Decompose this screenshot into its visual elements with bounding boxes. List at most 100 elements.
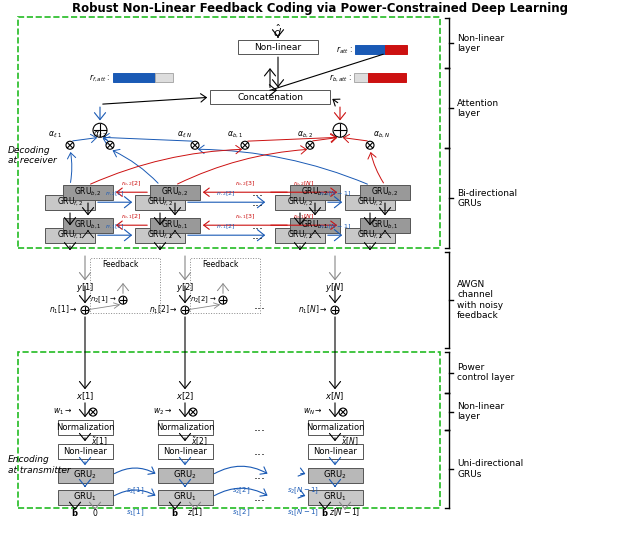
Text: $s_2[2]$: $s_2[2]$ xyxy=(232,486,250,496)
Text: $\mathbf{b}$: $\mathbf{b}$ xyxy=(171,507,179,518)
Text: $s_1[N-1]$: $s_1[N-1]$ xyxy=(287,508,319,518)
Text: GRU$_{f,2}$: GRU$_{f,2}$ xyxy=(287,196,313,209)
Text: ...: ... xyxy=(254,299,266,311)
Text: $r_{b,2}[N]$: $r_{b,2}[N]$ xyxy=(293,180,315,188)
Text: $z[N-1]$: $z[N-1]$ xyxy=(330,506,360,518)
Bar xyxy=(135,195,185,210)
Text: $\alpha_{f,1}$: $\alpha_{f,1}$ xyxy=(48,130,62,140)
Text: $\tilde{x}[2]$: $\tilde{x}[2]$ xyxy=(191,436,208,448)
Text: ...: ... xyxy=(252,196,264,209)
Text: $r_{b,2}[2]$: $r_{b,2}[2]$ xyxy=(120,180,141,188)
Text: $n_1[1]$$\rightarrow$: $n_1[1]$$\rightarrow$ xyxy=(49,304,77,316)
Text: GRU$_{b,1}$: GRU$_{b,1}$ xyxy=(301,219,329,232)
Bar xyxy=(58,468,113,483)
Text: $r_{att}$ :: $r_{att}$ : xyxy=(336,44,353,56)
Text: $s_1[2]$: $s_1[2]$ xyxy=(232,508,250,518)
Bar xyxy=(290,218,340,233)
Text: $s_1[1]$: $s_1[1]$ xyxy=(126,508,144,518)
Bar xyxy=(90,258,160,313)
Text: Decoding
at receiver: Decoding at receiver xyxy=(8,146,57,165)
Bar xyxy=(238,40,318,54)
Text: $x[N]$: $x[N]$ xyxy=(325,390,344,402)
Bar xyxy=(158,444,213,459)
Text: $y[2]$: $y[2]$ xyxy=(176,281,194,294)
Text: Non-linear: Non-linear xyxy=(255,43,301,52)
Bar xyxy=(58,490,113,505)
Bar xyxy=(155,73,173,83)
Text: $n_1[N]$$\rightarrow$: $n_1[N]$$\rightarrow$ xyxy=(298,304,328,316)
Text: Normalization: Normalization xyxy=(306,422,364,431)
Text: ...: ... xyxy=(254,444,266,458)
Text: GRU$_2$: GRU$_2$ xyxy=(323,469,347,481)
Text: $w_N$$\rightarrow$: $w_N$$\rightarrow$ xyxy=(303,407,323,418)
Text: GRU$_{f,1}$: GRU$_{f,1}$ xyxy=(287,229,313,241)
Text: Power
control layer: Power control layer xyxy=(457,363,515,382)
Text: $r_{f,2}[N-1]$: $r_{f,2}[N-1]$ xyxy=(319,190,351,198)
Text: Encoding
at transmitter: Encoding at transmitter xyxy=(8,456,70,475)
Bar xyxy=(158,490,213,505)
Text: GRU$_{f,2}$: GRU$_{f,2}$ xyxy=(357,196,383,209)
Text: ...: ... xyxy=(252,185,264,199)
Text: Non-linear: Non-linear xyxy=(313,446,357,456)
Text: GRU$_{f,1}$: GRU$_{f,1}$ xyxy=(357,229,383,241)
Text: $\alpha_{b,2}$: $\alpha_{b,2}$ xyxy=(297,130,313,140)
Bar xyxy=(368,73,406,83)
Text: Non-linear
layer: Non-linear layer xyxy=(457,402,504,421)
Bar xyxy=(290,185,340,200)
Bar xyxy=(275,228,325,243)
Text: ...: ... xyxy=(254,421,266,434)
Text: GRU$_{b,1}$: GRU$_{b,1}$ xyxy=(161,219,189,232)
Text: GRU$_{b,2}$: GRU$_{b,2}$ xyxy=(301,186,329,198)
Bar xyxy=(308,420,363,435)
Bar xyxy=(150,218,200,233)
Bar xyxy=(345,195,395,210)
Text: ...: ... xyxy=(254,490,266,503)
Text: $y[N]$: $y[N]$ xyxy=(325,281,344,294)
Text: Non-linear: Non-linear xyxy=(63,446,107,456)
Text: Non-linear
layer: Non-linear layer xyxy=(457,34,504,53)
Text: GRU$_2$: GRU$_2$ xyxy=(173,469,197,481)
Bar xyxy=(190,258,260,313)
Text: GRU$_{b,1}$: GRU$_{b,1}$ xyxy=(74,219,102,232)
Bar xyxy=(345,228,395,243)
Text: Non-linear: Non-linear xyxy=(163,446,207,456)
Text: Uni-directional
GRUs: Uni-directional GRUs xyxy=(457,459,524,479)
Text: $z[1]$: $z[1]$ xyxy=(187,506,203,518)
Text: $n_2[1]$$\rightarrow$: $n_2[1]$$\rightarrow$ xyxy=(90,295,116,306)
Text: $\alpha_{b,N}$: $\alpha_{b,N}$ xyxy=(374,130,390,140)
Text: GRU$_1$: GRU$_1$ xyxy=(73,491,97,503)
Text: $s_2[1]$: $s_2[1]$ xyxy=(126,486,144,496)
Bar xyxy=(58,444,113,459)
Text: GRU$_1$: GRU$_1$ xyxy=(323,491,347,503)
Text: $r_{b,1}[2]$: $r_{b,1}[2]$ xyxy=(120,213,141,221)
Text: GRU$_{f,1}$: GRU$_{f,1}$ xyxy=(147,229,173,241)
Text: Feedback: Feedback xyxy=(202,259,238,269)
Text: Concatenation: Concatenation xyxy=(237,93,303,102)
Text: GRU$_{b,1}$: GRU$_{b,1}$ xyxy=(371,219,399,232)
Text: ...: ... xyxy=(254,468,266,481)
Bar xyxy=(135,228,185,243)
Text: $r_{b,1}[3]$: $r_{b,1}[3]$ xyxy=(234,213,255,221)
Bar xyxy=(58,420,113,435)
Text: GRU$_1$: GRU$_1$ xyxy=(173,491,197,503)
Text: $x[2]$: $x[2]$ xyxy=(176,390,194,402)
Bar xyxy=(385,46,407,54)
Bar xyxy=(158,420,213,435)
Text: Normalization: Normalization xyxy=(56,422,115,431)
Text: Attention
layer: Attention layer xyxy=(457,99,499,118)
Text: Bi-directional
GRUs: Bi-directional GRUs xyxy=(457,189,517,208)
Text: GRU$_{f,2}$: GRU$_{f,2}$ xyxy=(147,196,173,209)
Text: Robust Non-Linear Feedback Coding via Power-Constrained Deep Learning: Robust Non-Linear Feedback Coding via Po… xyxy=(72,2,568,15)
Text: $y[1]$: $y[1]$ xyxy=(76,281,94,294)
Text: $r_{f,1}[1]$: $r_{f,1}[1]$ xyxy=(105,223,125,232)
Text: $x[1]$: $x[1]$ xyxy=(76,390,94,402)
Text: GRU$_2$: GRU$_2$ xyxy=(73,469,97,481)
Bar xyxy=(360,185,410,200)
Bar xyxy=(354,73,368,83)
Bar xyxy=(275,195,325,210)
Bar xyxy=(18,352,440,508)
Text: $n_2[2]$$\rightarrow$: $n_2[2]$$\rightarrow$ xyxy=(189,295,216,306)
Bar xyxy=(158,468,213,483)
Bar xyxy=(45,228,95,243)
Text: $\alpha_{b,1}$: $\alpha_{b,1}$ xyxy=(227,130,243,140)
